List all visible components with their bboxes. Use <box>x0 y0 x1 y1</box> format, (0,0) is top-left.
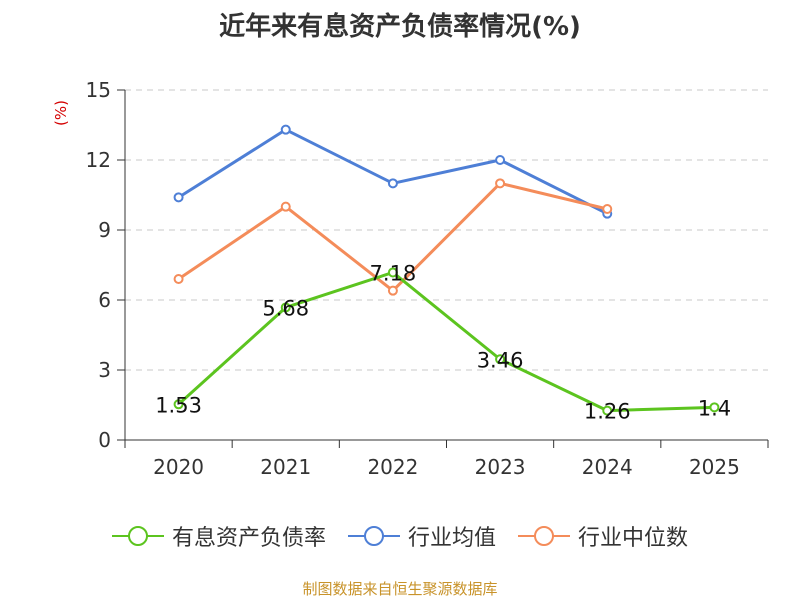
legend-line-marker-icon <box>111 526 164 546</box>
legend-label-0: 有息资产负债率 <box>171 526 326 551</box>
chart-title: 近年来有息资产负债率情况(%) <box>219 12 581 42</box>
legend-line-marker-icon <box>518 526 570 546</box>
data-point <box>387 267 398 278</box>
x-tick-label: 2020 <box>153 455 204 479</box>
data-point <box>495 354 506 365</box>
data-label: 1.4 <box>698 396 731 420</box>
series-lines <box>173 124 720 416</box>
data-point <box>173 192 184 203</box>
y-tick-label: 6 <box>98 288 111 312</box>
data-point <box>173 274 184 284</box>
y-tick-label: 0 <box>98 428 111 452</box>
x-tick-label: 2024 <box>582 455 633 479</box>
data-point <box>387 178 398 189</box>
series-line-1 <box>177 128 608 216</box>
data-label: 5.68 <box>262 296 309 320</box>
legend-item-2[interactable]: 行业中位数 <box>518 520 688 552</box>
y-tick-label: 12 <box>86 148 111 172</box>
data-label: 1.53 <box>155 393 202 417</box>
data-point <box>280 302 291 313</box>
y-tick-label: 15 <box>86 78 111 102</box>
data-label: 7.18 <box>370 261 417 285</box>
legend-item-0[interactable]: 有息资产负债率 <box>111 520 326 552</box>
y-tick-label: 9 <box>98 218 111 242</box>
x-tick-label: 2021 <box>260 455 311 479</box>
axes: 0 3 6 9 12 15 2020 2021 2022 2023 2024 2025 <box>86 78 769 479</box>
series-line-0 <box>177 270 715 413</box>
data-label: 3.46 <box>477 348 524 372</box>
data-point <box>495 155 506 165</box>
x-tick-label: 2023 <box>475 455 526 479</box>
source-note: 制图数据来自恒生聚源数据库 <box>302 580 498 598</box>
data-point <box>602 405 613 416</box>
data-point <box>495 178 506 189</box>
legend-label-1: 行业均值 <box>407 526 496 551</box>
x-tick-label: 2022 <box>367 455 418 479</box>
data-point <box>280 124 291 135</box>
x-tick-label: 2025 <box>689 455 740 479</box>
data-label: 1.26 <box>584 400 631 424</box>
grid-lines <box>125 89 768 371</box>
legend-line-marker-icon <box>347 526 400 546</box>
data-point <box>387 285 398 296</box>
line-chart: 0 3 6 9 12 15 2020 2021 2022 2023 2024 2025 1.53 5.6… <box>86 78 769 479</box>
data-labels: 1.53 5.68 7.18 3.46 1.26 1.4 <box>155 261 731 423</box>
legend: 有息资产负债率 行业均值 行业中位数 <box>0 520 800 552</box>
data-point <box>280 201 291 212</box>
data-point <box>602 204 613 214</box>
y-tick-label: 3 <box>98 358 111 382</box>
data-point <box>173 399 184 410</box>
data-point <box>709 402 720 413</box>
legend-label-2: 行业中位数 <box>578 526 689 551</box>
legend-item-1[interactable]: 行业均值 <box>347 520 496 552</box>
